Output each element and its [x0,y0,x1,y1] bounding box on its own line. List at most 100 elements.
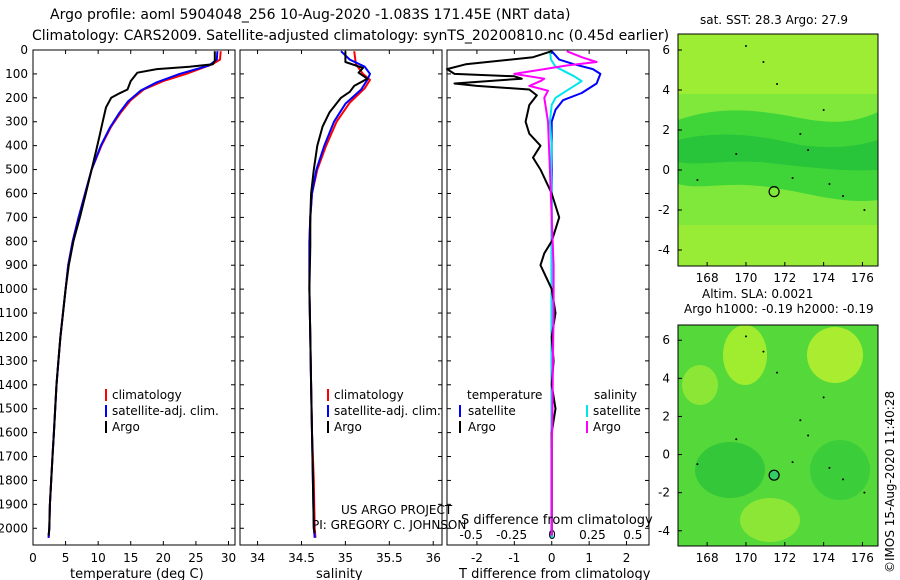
x-tick-label: 35 [338,551,353,565]
series-line-argo [47,51,216,536]
legend-label-climatology: climatology [112,388,182,402]
island-marker [863,209,866,211]
depth-tick-label: 0 [20,43,28,57]
sst-map-south-band [678,225,878,266]
map-y-tick-label: 6 [662,333,670,347]
header-title-line2: Climatology: CARS2009. Satellite-adjuste… [32,28,669,44]
depth-tick-label: 1400 [0,378,28,392]
header-title-line1: Argo profile: aoml 5904048_256 10-Aug-20… [50,7,570,23]
island-marker [696,463,699,466]
island-marker [822,109,825,111]
legend-label-t-satellite: satellite [468,404,516,418]
temperature-plot-frame [32,49,236,546]
top-tick-label: 0.25 [579,528,606,542]
difference-legend: temperature salinity satellite Argo sate… [459,388,641,434]
difference-xlabel: T difference from climatology [458,567,651,580]
map-y-tick-label: -2 [658,203,670,217]
island-marker [828,466,831,469]
series-line-s-argo [513,50,598,536]
sla-map-title-line2: Argo h1000: -0.19 h2000: -0.19 [684,302,874,316]
map-x-tick-label: 170 [735,551,758,565]
legend-label-climatology: climatology [334,388,404,402]
series-line-climatology [47,51,222,538]
legend-label-argo: Argo [334,420,362,434]
depth-tick-label: 1700 [0,450,28,464]
depth-tick-label: 400 [5,139,28,153]
depth-tick-label: 200 [5,91,28,105]
depth-tick-label: 500 [5,163,28,177]
x-tick-label: 35.5 [376,551,403,565]
legend-label-satellite: satellite-adj. clim. [112,404,219,418]
legend-swatch-s-argo [586,421,588,433]
salinity-plot: 34 34.5 35 35.5 36 [240,49,442,565]
island-marker [744,335,747,338]
legend-swatch-satellite [327,405,329,417]
map-y-tick-label: 0 [662,163,670,177]
depth-axis: 0 100 200 300 400 500 600 700 800 900 1000 1100 1200… [0,43,28,535]
sla-map-title-line1: Altim. SLA: 0.0021 [702,287,813,301]
difference-plot: -2 -1 0 1 2-0.5 -0.25 0 0.25 0.5 [446,49,649,565]
legend-swatch-argo [105,421,107,433]
sla-map: 168 170 172 174 176 -4 -2 0 2 4 6 [658,324,879,565]
x-tick-label: 5 [62,551,70,565]
depth-tick-label: 1100 [0,306,28,320]
map-y-tick-label: 2 [662,123,670,137]
series-line-t-argo [446,50,561,536]
depth-tick-label: 1200 [0,330,28,344]
x-tick-label: 34 [250,551,265,565]
map-x-tick-label: 168 [696,551,719,565]
island-marker [744,45,747,47]
series-line-satellite-adj-clim- [47,51,219,538]
depth-tick-label: 100 [5,67,28,81]
argo-position-marker [768,469,780,481]
depth-tick-label: 1600 [0,426,28,440]
imos-credit: ©IMOS 15-Aug-2020 11:40:28 [883,391,897,573]
island-marker [791,461,794,464]
map-y-tick-label: 4 [662,83,670,97]
temperature-legend: climatology satellite-adj. clim. Argo [105,388,219,434]
salinity-xlabel: salinity [316,567,363,580]
x-tick-label: 30 [221,551,236,565]
island-marker [791,177,794,179]
island-marker [735,153,738,155]
depth-tick-label: 300 [5,115,28,129]
map-x-tick-label: 174 [812,271,835,285]
sla-map-high-2 [807,327,863,383]
map-x-tick-label: 174 [812,551,835,565]
x-tick-label: 25 [188,551,203,565]
sla-map-low-2 [810,440,870,500]
depth-tick-label: 1500 [0,402,28,416]
map-y-tick-label: -4 [658,524,670,538]
sst-map-title: sat. SST: 28.3 Argo: 27.9 [700,13,848,27]
salinity-plot-frame [239,49,443,546]
series-line-t-satellite [550,50,602,538]
x-tick-label: 0 [548,551,556,565]
sla-map-high-1 [723,325,767,385]
map-x-tick-label: 176 [851,271,874,285]
sla-map-low-1 [695,442,765,498]
top-tick-label: -0.5 [460,528,483,542]
difference-top-xlabel: S difference from climatology [461,513,653,528]
map-y-tick-label: 4 [662,371,670,385]
x-tick-label: 0 [29,551,37,565]
island-marker [842,478,845,481]
sst-map-north-band [678,34,878,94]
map-y-tick-label: 2 [662,409,670,423]
series-line-s-satellite [548,51,583,538]
top-tick-label: 0.5 [623,528,642,542]
top-tick-label: -0.25 [496,528,527,542]
island-marker [762,61,765,63]
legend-swatch-s-satellite [586,405,588,417]
sst-map-axes: 168 170 172 174 176 -4 -2 0 2 4 6 [658,43,874,285]
map-x-tick-label: 176 [851,551,874,565]
depth-tick-label: 1300 [0,354,28,368]
legend-label-s-satellite: satellite [593,404,641,418]
sla-map-high-3 [682,365,718,405]
map-x-tick-label: 172 [773,271,796,285]
sla-map-axes: 168 170 172 174 176 -4 -2 0 2 4 6 [658,333,874,565]
pi-annotation: PI: GREGORY C. JOHNSON [312,518,466,532]
x-tick-label: -2 [471,551,483,565]
map-x-tick-label: 168 [696,271,719,285]
island-marker [735,438,738,441]
